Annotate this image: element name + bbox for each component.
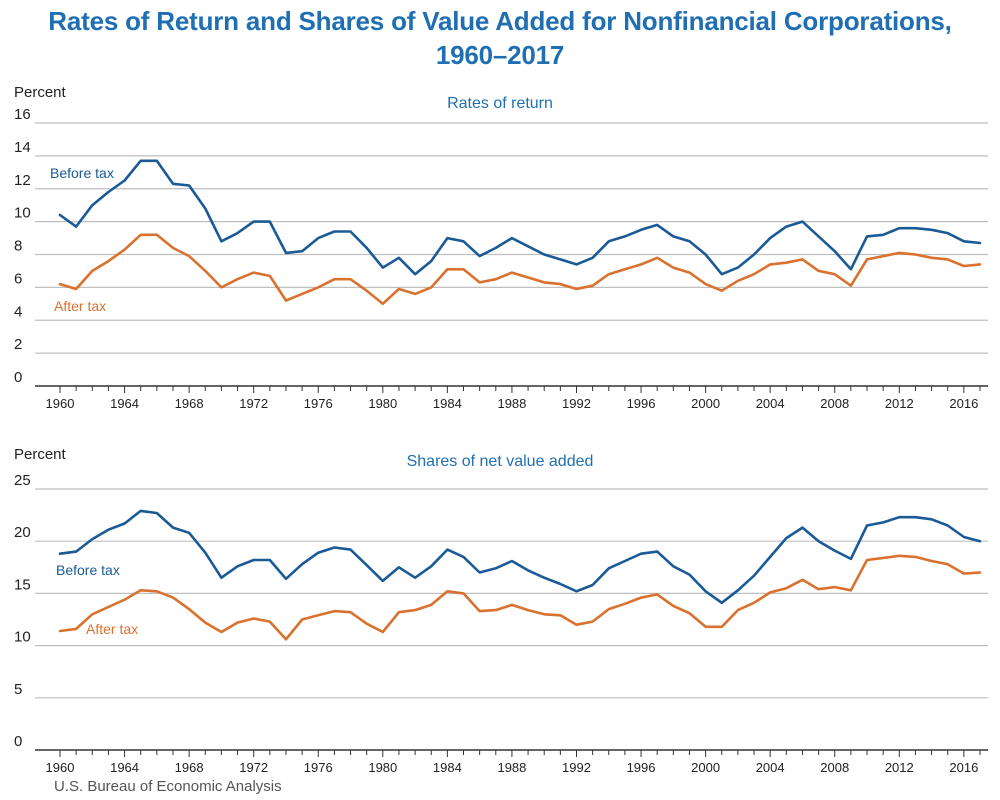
x-tick-label: 1980 — [368, 760, 397, 775]
x-tick-label: 1980 — [368, 396, 397, 411]
x-tick-label: 1976 — [304, 760, 333, 775]
y-tick-label: 5 — [14, 681, 22, 698]
x-tick-label: 1972 — [239, 760, 268, 775]
y-tick-label: 20 — [14, 524, 31, 541]
x-tick-label: 2016 — [949, 396, 978, 411]
y-tick-label: 0 — [14, 369, 22, 386]
series-label-after-tax: After tax — [54, 298, 106, 314]
x-tick-label: 1976 — [304, 396, 333, 411]
x-tick-label: 2016 — [949, 760, 978, 775]
x-tick-label: 1996 — [627, 396, 656, 411]
x-tick-label: 2012 — [885, 396, 914, 411]
x-tick-label: 1988 — [497, 760, 526, 775]
x-tick-label: 2004 — [756, 760, 785, 775]
x-tick-label: 2004 — [756, 396, 785, 411]
series-label-before-tax: Before tax — [50, 165, 114, 181]
x-tick-label: 1972 — [239, 396, 268, 411]
panel-title: Shares of net value added — [407, 453, 594, 470]
x-tick-label: 1960 — [46, 396, 75, 411]
series-line-before-tax — [58, 159, 982, 276]
chart-title: Rates of Return and Shares of Value Adde… — [0, 4, 1000, 72]
y-tick-label: 0 — [14, 733, 22, 750]
y-tick-label: 25 — [14, 472, 31, 489]
chart-title-line1: Rates of Return and Shares of Value Adde… — [48, 6, 952, 36]
x-tick-label: 1964 — [110, 760, 139, 775]
panel-title: Rates of return — [447, 95, 553, 112]
y-tick-label: 14 — [14, 139, 31, 156]
x-tick-label: 1984 — [433, 760, 462, 775]
x-tick-label: 1996 — [627, 760, 656, 775]
x-tick-label: 1968 — [175, 396, 204, 411]
series-label-before-tax: Before tax — [56, 562, 120, 578]
chart-panel-1: Percent Rates of return 0 2 4 6 8 10 12 14 16 1960 1… — [14, 84, 988, 411]
series-line-after-tax — [58, 554, 982, 641]
chart-title-line2: 1960–2017 — [435, 40, 565, 70]
y-axis-label: Percent — [14, 84, 67, 101]
x-tick-label: 2008 — [820, 760, 849, 775]
x-tick-label: 2000 — [691, 396, 720, 411]
x-tick-label: 2012 — [885, 760, 914, 775]
x-tick-label: 1968 — [175, 760, 204, 775]
y-axis-label: Percent — [14, 446, 67, 463]
x-tick-label: 1964 — [110, 396, 139, 411]
y-tick-label: 12 — [14, 172, 31, 189]
x-tick-label: 1992 — [562, 760, 591, 775]
source-note: U.S. Bureau of Economic Analysis — [54, 778, 282, 795]
chart-panel-2: Percent Shares of net value added 0 5 10 15 20… — [14, 446, 988, 775]
y-tick-label: 10 — [14, 205, 31, 222]
series-line-after-tax — [58, 233, 982, 306]
x-tick-label: 1992 — [562, 396, 591, 411]
y-tick-label: 15 — [14, 576, 31, 593]
y-tick-label: 8 — [14, 238, 22, 255]
x-tick-label: 1960 — [46, 760, 75, 775]
x-tick-label: 1984 — [433, 396, 462, 411]
series-label-after-tax: After tax — [86, 621, 138, 637]
y-tick-label: 16 — [14, 106, 31, 123]
series-line-before-tax — [58, 509, 982, 605]
x-tick-label: 2000 — [691, 760, 720, 775]
y-tick-label: 6 — [14, 270, 22, 287]
y-tick-label: 2 — [14, 336, 22, 353]
y-tick-label: 4 — [14, 303, 22, 320]
x-tick-label: 2008 — [820, 396, 849, 411]
x-tick-label: 1988 — [497, 396, 526, 411]
y-tick-label: 10 — [14, 629, 31, 646]
